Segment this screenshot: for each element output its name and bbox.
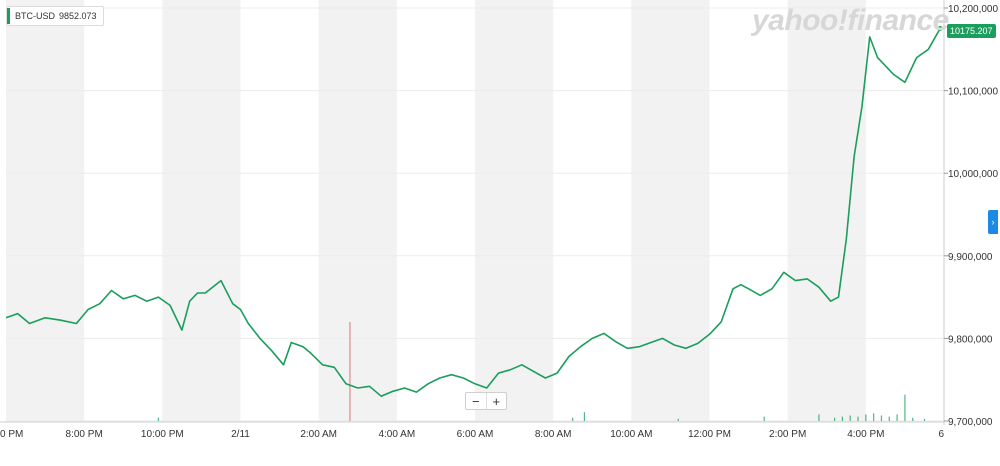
x-tick-label: 2:00 PM <box>769 429 806 440</box>
x-tick-label: 0 PM <box>0 429 23 440</box>
x-tick-label: 2/11 <box>231 429 250 440</box>
x-axis: 0 PM 8:00 PM 10:00 PM 2/11 2:00 AM 4:00 AM 6:0… <box>0 429 944 440</box>
time-band <box>787 0 866 421</box>
volume-bar <box>888 416 890 421</box>
volume-bar <box>849 415 851 421</box>
volume-bars <box>157 322 926 421</box>
time-band <box>318 0 397 421</box>
y-tick-label: 9,800,000 <box>948 334 993 345</box>
volume-bar <box>677 418 679 421</box>
legend-swatch <box>7 8 10 24</box>
y-tick-label: 10,000,000 <box>948 169 998 180</box>
volume-bar <box>873 413 875 421</box>
volume-bar <box>583 412 586 421</box>
legend-value: 9852.073 <box>59 11 97 21</box>
volume-bar <box>865 414 867 421</box>
last-point <box>937 25 943 31</box>
y-tick-label: 9,900,000 <box>948 252 993 263</box>
zoom-in-button[interactable]: + <box>485 393 507 409</box>
volume-bar <box>763 416 765 421</box>
x-tick-label: 6 <box>938 429 944 440</box>
volume-bar <box>572 417 574 421</box>
volume-bar <box>912 417 914 421</box>
x-tick-label: 4:00 AM <box>378 429 415 440</box>
x-tick-label: 8:00 AM <box>535 429 572 440</box>
y-tick-label: 10,100,000 <box>948 87 998 98</box>
x-tick-label: 8:00 PM <box>66 429 103 440</box>
volume-bar <box>841 416 843 421</box>
legend: BTC-USD 9852.073 <box>6 6 104 26</box>
volume-bar <box>923 418 926 421</box>
x-tick-label: 10:00 PM <box>141 429 184 440</box>
volume-bar <box>157 417 160 421</box>
volume-bar <box>904 394 906 421</box>
time-bands <box>6 0 866 421</box>
price-line <box>5 28 941 397</box>
current-price-label: 10175.207 <box>947 24 996 38</box>
x-tick-label: 4:00 PM <box>847 429 884 440</box>
zoom-control: − + <box>465 392 507 410</box>
grid-lines <box>0 0 945 425</box>
chevron-right-icon[interactable]: › <box>988 210 998 234</box>
volume-bar <box>818 414 820 421</box>
volume-bar <box>880 415 883 421</box>
volume-bar <box>857 416 859 421</box>
yahoo-finance-logo: yahoo!finance <box>752 4 949 37</box>
y-tick-label: 9,700,000 <box>948 417 993 428</box>
time-band <box>6 0 85 421</box>
y-tick-label: 10,200,000 <box>948 4 998 15</box>
legend-symbol: BTC-USD <box>15 11 55 21</box>
volume-bar <box>833 417 836 421</box>
x-tick-label: 10:00 AM <box>610 429 652 440</box>
volume-bar <box>349 322 351 421</box>
x-tick-label: 2:00 AM <box>300 429 337 440</box>
zoom-out-button[interactable]: − <box>471 393 480 409</box>
y-axis: 10,200,000 10,100,000 10,000,000 9,900,000 9… <box>944 4 998 428</box>
x-tick-label: 12:00 PM <box>688 429 731 440</box>
volume-bar <box>896 414 898 421</box>
time-band <box>162 0 241 421</box>
series-line <box>5 25 943 397</box>
x-tick-label: 6:00 AM <box>457 429 494 440</box>
time-band <box>475 0 554 421</box>
time-band <box>631 0 710 421</box>
